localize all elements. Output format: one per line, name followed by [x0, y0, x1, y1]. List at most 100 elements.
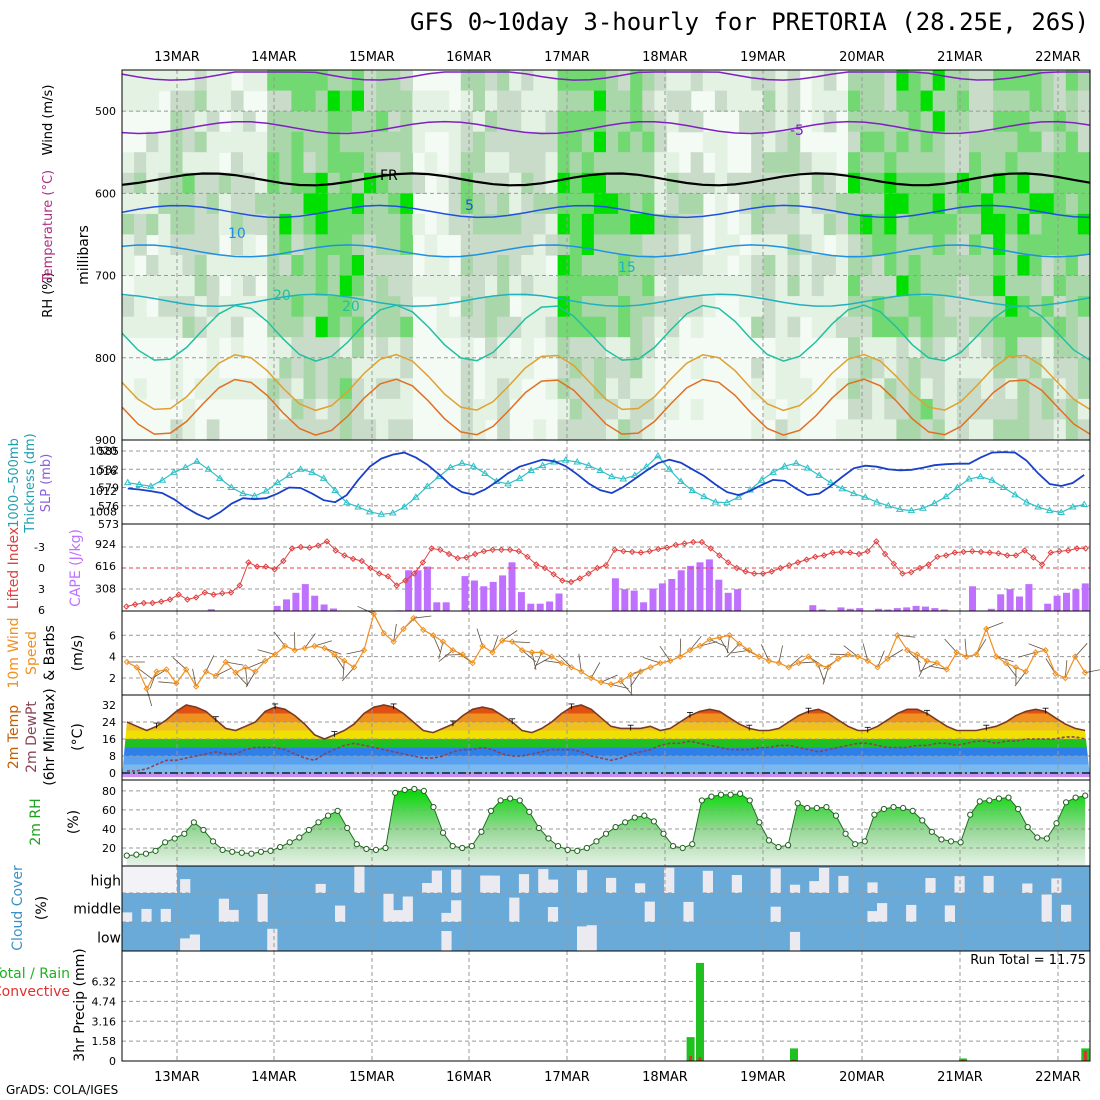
rh-cell [848, 90, 861, 112]
rh-cell [412, 213, 426, 236]
li-marker [724, 559, 732, 566]
rh-marker [1034, 834, 1041, 841]
cloud-cell [547, 907, 559, 922]
rh-cell [848, 193, 861, 215]
rh-cell [315, 172, 329, 194]
rh-cell [376, 70, 389, 92]
rh-cell [593, 193, 607, 215]
rh-marker [967, 811, 974, 818]
rh-cell [993, 398, 1006, 421]
rh-cell [255, 378, 268, 400]
li-marker [559, 577, 566, 584]
wind-speed-marker [983, 625, 990, 633]
rh-cell [848, 398, 861, 421]
rh-cell [666, 296, 680, 318]
day-label-top: 18MAR [642, 50, 688, 65]
rh-cell [388, 357, 401, 379]
rh-cell [291, 255, 305, 277]
thickness-marker [239, 489, 247, 497]
rh-cell [569, 275, 583, 297]
rh-cell [1041, 70, 1055, 92]
li-marker [376, 570, 383, 577]
rh-marker [372, 846, 380, 854]
thickness-marker [723, 498, 731, 506]
rh-cell [388, 398, 401, 421]
rh-cell [860, 234, 873, 256]
rh-cell [593, 172, 607, 194]
rh-cell [376, 234, 389, 256]
rh-cell [279, 378, 292, 400]
rh-cell [134, 296, 147, 318]
wind-barb [964, 638, 967, 657]
rh-cell [896, 378, 910, 400]
rh-cell [291, 193, 305, 215]
wind-speed-marker [1002, 659, 1010, 667]
rh-cell [872, 296, 885, 318]
rh-cell [194, 152, 208, 174]
temp-band [122, 773, 1090, 778]
rh-cell [557, 255, 571, 277]
rh-cell [787, 213, 801, 236]
rh-marker [861, 838, 868, 845]
rh-cell [981, 213, 994, 236]
rh-cell [896, 131, 910, 153]
rh-marker [487, 807, 495, 814]
rh-cell [557, 398, 571, 421]
rh-cell [969, 234, 982, 256]
rh-cell [666, 152, 680, 174]
rh-cell [460, 131, 474, 153]
rh-cell [666, 275, 680, 297]
wind-barb [245, 667, 248, 686]
rh-cell [1041, 337, 1055, 359]
thickness-marker [769, 468, 777, 475]
rh-marker [660, 830, 667, 837]
wind-speed-line [126, 612, 1086, 691]
cloud-row-label: middle [73, 902, 121, 918]
li-marker [280, 557, 287, 565]
rh-cell [400, 111, 413, 133]
li-marker [297, 543, 304, 551]
rh-cell [630, 419, 643, 441]
wind-speed-marker [400, 625, 407, 633]
rh-cell [146, 131, 159, 153]
rh-cell [230, 296, 244, 318]
rh-cell [618, 419, 631, 441]
rh-cell [400, 234, 413, 256]
rh-cell [1005, 234, 1018, 256]
li-marker [585, 570, 592, 577]
temp-tick-label: 16 [102, 733, 116, 746]
rh-cell [460, 419, 474, 441]
rh-cell [932, 275, 946, 297]
rh-cell [908, 357, 922, 379]
rh-cell [642, 357, 655, 379]
rh-cell [872, 419, 885, 441]
li-marker [594, 564, 601, 572]
axis-title: Wind (m/s) [41, 85, 56, 156]
rh-cell [509, 234, 522, 256]
rh-cell [969, 316, 982, 338]
rh-cell [1005, 172, 1018, 194]
li-marker [698, 538, 706, 546]
wind-barb [862, 643, 869, 662]
rh-cell [339, 213, 353, 236]
rh-cell [739, 296, 752, 318]
rh-marker [459, 844, 466, 852]
rh-cell [497, 255, 510, 277]
rh-cell [497, 419, 510, 441]
rh-marker [727, 791, 734, 798]
rh-cell [666, 213, 680, 236]
rh-cell [642, 193, 655, 215]
rh-cell [485, 337, 498, 359]
rh-marker [698, 797, 705, 804]
temp-band [122, 756, 1090, 765]
rh-cell [956, 337, 970, 359]
rh-cell [908, 152, 922, 174]
cloud-cell [906, 904, 917, 922]
rh-cell [376, 296, 389, 318]
wind-speed-marker [469, 659, 476, 667]
rh-cell [364, 378, 377, 400]
cloud-cell [441, 912, 452, 922]
rh-cell [932, 337, 946, 359]
rh-cell [956, 193, 970, 215]
rh-cell [872, 70, 885, 92]
